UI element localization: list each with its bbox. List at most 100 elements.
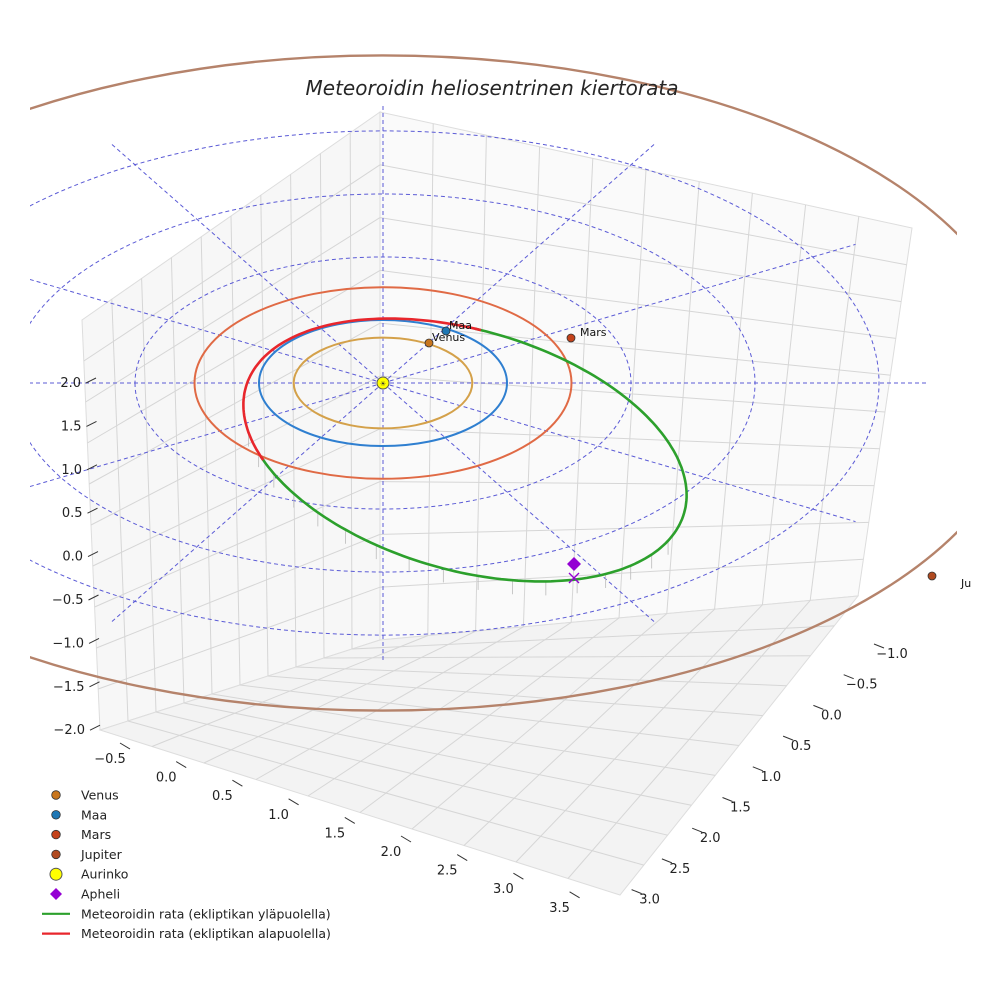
x-tick-mark bbox=[456, 854, 468, 862]
box-gridline bbox=[239, 684, 740, 746]
legend: Venus Maa Mars Jupiter Aurinko Apheli Meteoroi… bbox=[42, 788, 331, 941]
legend-label: Mars bbox=[81, 827, 111, 842]
box-gridline bbox=[183, 702, 692, 806]
planet-label-jupiter: Ju bbox=[960, 577, 971, 590]
x-tick-mark bbox=[400, 835, 412, 843]
aphelion-projection-marker bbox=[568, 572, 580, 584]
planet-marker-jupiter bbox=[927, 571, 937, 581]
y-tick-mark bbox=[843, 674, 854, 680]
orbit-venus bbox=[292, 336, 474, 430]
box-gridline bbox=[809, 216, 860, 601]
box-gridline bbox=[515, 604, 763, 863]
box-gridline bbox=[96, 533, 381, 649]
polar-grid-spoke bbox=[382, 382, 856, 523]
box-gridline bbox=[155, 711, 668, 836]
z-tick-mark bbox=[87, 507, 98, 514]
y-tick-label: 2.0 bbox=[700, 831, 721, 846]
box-gridline bbox=[411, 613, 668, 830]
box-gridline bbox=[379, 375, 886, 413]
orbit-jupiter bbox=[30, 54, 957, 712]
z-tick-mark bbox=[87, 551, 99, 558]
axis-panes bbox=[81, 111, 913, 896]
y-tick-mark bbox=[873, 643, 885, 649]
x-tick-label: 3.0 bbox=[493, 882, 514, 897]
box-gridline bbox=[200, 236, 213, 695]
x-tick-label: 3.5 bbox=[549, 901, 570, 916]
z-tick-mark bbox=[85, 377, 97, 384]
y-tick-mark bbox=[782, 735, 794, 741]
x-tick-label: 2.5 bbox=[437, 864, 458, 879]
floor-pane bbox=[98, 595, 860, 896]
box-gridline bbox=[141, 278, 157, 713]
polar-grid-spoke bbox=[382, 382, 657, 624]
legend-label: Jupiter bbox=[80, 847, 123, 862]
box-gridline bbox=[761, 204, 807, 605]
aphelion-marker bbox=[567, 557, 581, 571]
meteoroid-orbit-below-ecliptic bbox=[242, 317, 482, 461]
z-tick-mark bbox=[89, 681, 100, 688]
z-tick-mark bbox=[86, 464, 98, 471]
z-tick-label: 1.5 bbox=[61, 419, 82, 434]
planet-orbits bbox=[30, 54, 957, 712]
z-tick-label: −1.5 bbox=[53, 680, 85, 695]
legend-label: Aurinko bbox=[81, 867, 128, 882]
x-tick-mark bbox=[119, 742, 131, 750]
y-tick-label: −1.0 bbox=[876, 647, 908, 662]
box-gridline bbox=[170, 257, 185, 704]
x-tick-label: 1.0 bbox=[268, 808, 289, 823]
legend-marker bbox=[51, 829, 61, 840]
box-gridline bbox=[714, 193, 753, 610]
z-tick-mark bbox=[88, 637, 100, 644]
y-tick-mark bbox=[752, 766, 763, 772]
z-tick-label: −2.0 bbox=[53, 723, 85, 738]
y-tick-label: 3.0 bbox=[639, 893, 660, 908]
z-tick-label: 2.0 bbox=[60, 376, 81, 391]
x-tick-mark bbox=[232, 779, 243, 787]
x-tick-label: 0.5 bbox=[212, 789, 233, 804]
y-tick-label: 0.5 bbox=[791, 739, 812, 754]
orbit-mars bbox=[193, 286, 573, 480]
planet-label-mars: Mars bbox=[580, 326, 607, 339]
box-gridline bbox=[567, 600, 811, 879]
x-tick-mark bbox=[288, 798, 299, 806]
x-tick-label: 2.0 bbox=[381, 845, 402, 860]
sun-symbol: ☀ bbox=[380, 380, 386, 388]
z-tick-label: −1.0 bbox=[52, 636, 84, 651]
z-tick-label: 0.5 bbox=[62, 506, 83, 521]
polar-grid-spoke bbox=[30, 278, 384, 384]
polar-grid-spoke bbox=[109, 142, 384, 384]
polar-grid-spoke bbox=[382, 142, 657, 384]
box-gridline bbox=[94, 481, 381, 608]
polar-grid-spoke bbox=[109, 382, 384, 624]
z-tick-mark bbox=[88, 594, 99, 601]
polar-grid-ring bbox=[30, 130, 880, 636]
planet-label-maa: Maa bbox=[449, 319, 472, 332]
y-tick-label: 1.5 bbox=[730, 801, 751, 816]
legend-label: Apheli bbox=[81, 887, 120, 902]
x-tick-mark bbox=[513, 872, 524, 880]
x-tick-label: 0.0 bbox=[156, 771, 177, 786]
box-gridline bbox=[463, 608, 715, 846]
polar-grid-spoke bbox=[382, 243, 856, 384]
box-gridline bbox=[379, 558, 864, 588]
legend-marker bbox=[49, 867, 63, 881]
legend-marker bbox=[50, 888, 62, 900]
z-tick-mark bbox=[89, 724, 101, 731]
polar-grid-spoke bbox=[30, 382, 384, 488]
y-tick-label: −0.5 bbox=[846, 678, 878, 693]
meteoroid-orbit bbox=[242, 317, 688, 583]
orbit-maa bbox=[258, 319, 509, 447]
planet-marker-maa bbox=[441, 326, 451, 336]
legend-label: Venus bbox=[81, 788, 119, 803]
legend-label: Meteoroidin rata (ekliptikan yläpuolella… bbox=[81, 906, 331, 921]
box-gridline bbox=[98, 586, 381, 690]
x-tick-label: −0.5 bbox=[94, 752, 126, 767]
legend-label: Maa bbox=[81, 807, 107, 822]
axis-ticks: 2.0 1.5 1.0 0.5 0.0 −0.5 −1.0 −1.5 −2.0 −0.5 0.0 0.… bbox=[52, 376, 908, 916]
y-tick-mark bbox=[692, 827, 703, 833]
chart-title: Meteoroidin heliosentrinen kiertorata bbox=[306, 76, 679, 100]
z-tick-mark bbox=[86, 420, 97, 427]
box-gridline bbox=[111, 299, 129, 722]
